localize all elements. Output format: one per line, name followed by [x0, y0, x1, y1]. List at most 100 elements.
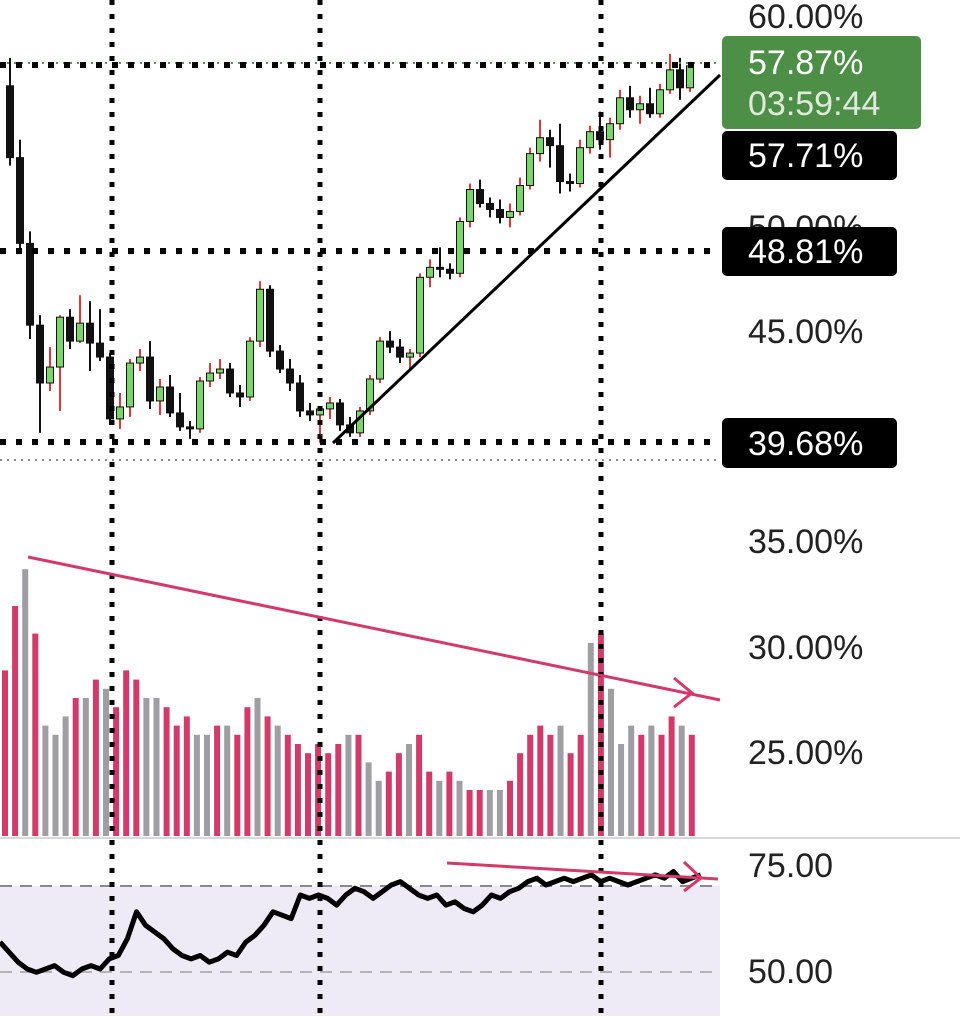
volume-bar [658, 734, 665, 836]
candle-body [586, 131, 594, 149]
level-badge-mid-value: 48.81% [748, 233, 863, 271]
volume-bar [173, 725, 180, 836]
volume-bar [517, 753, 524, 836]
price-tick-30: 30.00% [748, 629, 863, 667]
volume-bar [648, 725, 655, 836]
volume-bar [456, 780, 463, 836]
volume-bar [163, 707, 170, 836]
volume-bar [133, 679, 140, 836]
volume-bar [153, 698, 160, 836]
volume-bar [678, 725, 685, 836]
volume-bar [254, 698, 261, 836]
volume-bar [446, 771, 453, 836]
volume-bar [42, 725, 49, 836]
candle-body [236, 392, 244, 398]
price-tick-35: 35.00% [748, 523, 863, 561]
candle-body [626, 97, 634, 111]
drawn-annotations [27, 73, 722, 893]
candle-body [326, 402, 334, 410]
volume-bar [335, 744, 342, 836]
volume-bar [12, 606, 19, 836]
volume-bar [234, 734, 241, 836]
volume-bar [92, 679, 99, 836]
volume-bar [527, 734, 534, 836]
volume-bar [264, 716, 271, 836]
level-badge-high-value: 57.71% [748, 137, 863, 175]
candle-body [666, 69, 674, 91]
volume-bar [608, 688, 614, 836]
candlestick-series [6, 53, 694, 443]
candle-body [686, 65, 694, 89]
volume-bar [52, 734, 59, 836]
volume-bar [436, 780, 443, 836]
candle-body [466, 189, 474, 222]
candle-body [226, 368, 234, 394]
volume-bar [294, 744, 301, 836]
candle-body [376, 340, 384, 380]
price-tick-60: 60.00% [748, 0, 863, 36]
candle-body [166, 386, 174, 414]
volume-bar [22, 569, 29, 836]
candle-body [336, 402, 344, 426]
volume-bar [486, 790, 493, 836]
volume-bar [315, 744, 322, 836]
candle-body [496, 208, 504, 218]
volume-bar [688, 734, 695, 836]
candle-body [506, 210, 514, 218]
vertical-markers [109, 0, 604, 1016]
candle-body [186, 426, 194, 430]
candle-body [426, 266, 434, 278]
price-tick-45: 45.00% [748, 313, 863, 351]
candle-body [16, 157, 24, 244]
candle-body [646, 103, 654, 115]
candle-body [596, 131, 604, 141]
horizontal-levels [0, 62, 720, 461]
candle-body [416, 276, 424, 354]
rsi-tick-75: 75.00 [748, 847, 833, 885]
rsi-line [0, 869, 702, 979]
volume-bar [274, 725, 281, 836]
volume-trend-arrow [27, 555, 721, 702]
rsi-band [0, 886, 720, 1016]
volume-bar [32, 633, 39, 836]
candle-body [26, 242, 34, 326]
candle-body [96, 342, 104, 358]
volume-bar [355, 734, 362, 836]
volume-bar [214, 725, 221, 836]
candle-body [276, 350, 284, 370]
volume-bar [193, 734, 200, 836]
candle-body [76, 322, 84, 342]
candle-body [396, 346, 404, 358]
candle-body [126, 362, 134, 408]
candle-body [156, 386, 164, 402]
candle-body [246, 340, 254, 398]
volume-trend-arrowhead [673, 676, 695, 709]
candle-body [556, 145, 564, 183]
volume-bar [577, 734, 584, 836]
candle-body [546, 137, 554, 147]
candle-body [296, 382, 304, 412]
candle-body [86, 322, 94, 344]
candle-countdown: 03:59:44 [748, 85, 880, 123]
support-trendline [331, 73, 722, 445]
candle-body [206, 372, 214, 382]
rsi-indicator [0, 869, 702, 979]
volume-bar [123, 670, 130, 836]
volume-bar [143, 698, 150, 836]
volume-bar [224, 725, 231, 836]
volume-histogram [2, 569, 695, 836]
level-badge-low-bg [722, 418, 897, 468]
candle-body [536, 137, 544, 155]
volume-bar [395, 753, 402, 836]
candle-body [406, 352, 414, 358]
candle-body [386, 340, 394, 348]
candle-body [106, 356, 114, 420]
candle-body [196, 380, 204, 430]
rsi-trend-arrow [446, 861, 719, 881]
candle-body [616, 97, 624, 125]
volume-bar [183, 716, 190, 836]
volume-bar [416, 734, 423, 836]
volume-bar [385, 771, 392, 836]
